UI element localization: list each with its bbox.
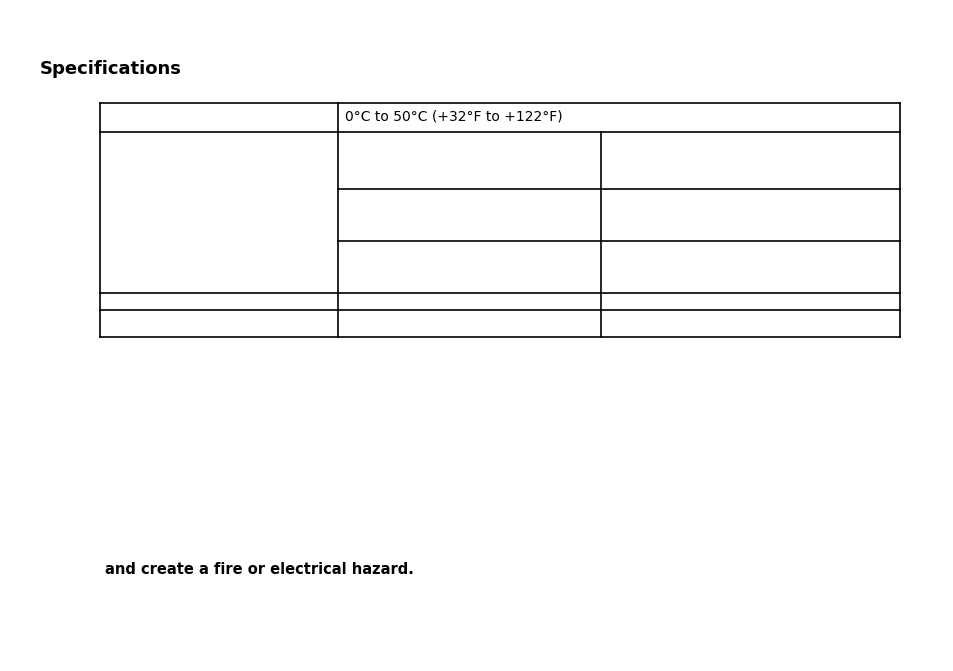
Text: 0°C to 50°C (+32°F to +122°F): 0°C to 50°C (+32°F to +122°F) [345,110,562,124]
Text: and create a fire or electrical hazard.: and create a fire or electrical hazard. [105,562,414,578]
Text: Specifications: Specifications [40,60,182,78]
